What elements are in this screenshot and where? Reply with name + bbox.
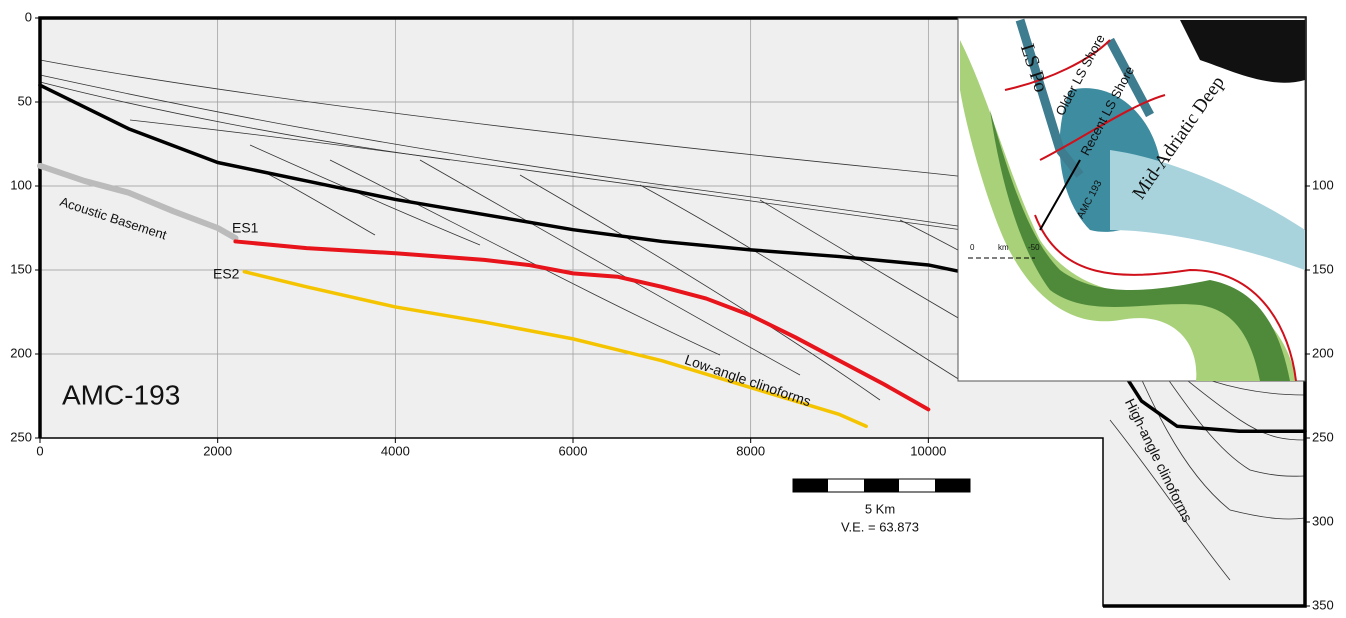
scale-bar-block xyxy=(864,479,899,492)
shoreline xyxy=(1004,39,1297,382)
slope xyxy=(1110,150,1305,270)
y2-tick-label: 350 xyxy=(1312,597,1334,612)
coast xyxy=(1180,20,1305,83)
series-line xyxy=(38,83,1307,434)
reflector xyxy=(519,174,881,401)
reflector xyxy=(249,144,481,246)
x-tick-label: 2000 xyxy=(203,443,232,458)
series-line xyxy=(242,269,868,428)
y-tick-label: 50 xyxy=(18,93,32,108)
profile-track xyxy=(1039,159,1081,231)
x-tick-label: 0 xyxy=(36,443,43,458)
scale-bar-block xyxy=(793,479,828,492)
map-scale-label: -50 xyxy=(1028,243,1040,252)
series-line xyxy=(37,162,239,242)
y-tick-label: 0 xyxy=(25,9,32,24)
y-tick-label: 150 xyxy=(10,261,32,276)
y-tick-label: 250 xyxy=(10,429,32,444)
series-label: ES2 xyxy=(213,266,240,282)
y2-tick-label: 200 xyxy=(1312,345,1334,360)
map-scale-label: km xyxy=(998,243,1009,252)
shelf-deep xyxy=(990,110,1290,381)
chart-title: AMC-193 xyxy=(62,379,180,410)
inset-map: LS Po Older LS Shore Recent LS Shore Mid… xyxy=(957,17,1306,382)
scale-bar-block xyxy=(935,479,970,492)
y2-tick-label: 150 xyxy=(1312,261,1334,276)
y2-tick-label: 250 xyxy=(1312,429,1334,444)
map-scale-label: 0 xyxy=(970,243,975,252)
x-tick-label: 6000 xyxy=(559,443,588,458)
reflector xyxy=(39,74,1021,236)
y2-tick-label: 300 xyxy=(1312,513,1334,528)
y-tick-label: 100 xyxy=(10,177,32,192)
scale-label: 5 Km xyxy=(865,501,895,516)
x-tick-label: 4000 xyxy=(381,443,410,458)
scale-label: V.E. = 63.873 xyxy=(841,519,919,534)
reflector xyxy=(259,169,376,236)
y2-tick-label: 100 xyxy=(1312,177,1334,192)
series-layer xyxy=(37,83,1307,434)
reflector xyxy=(329,159,721,356)
reflector xyxy=(129,119,1001,236)
series-line xyxy=(233,239,931,412)
x-tick-label: 10000 xyxy=(910,443,946,458)
y-tick-label: 200 xyxy=(10,345,32,360)
reflector xyxy=(1109,419,1231,581)
series-label: ES1 xyxy=(232,220,259,236)
reflector xyxy=(639,184,961,381)
x-tick-label: 8000 xyxy=(736,443,765,458)
scale-bar xyxy=(792,478,971,493)
